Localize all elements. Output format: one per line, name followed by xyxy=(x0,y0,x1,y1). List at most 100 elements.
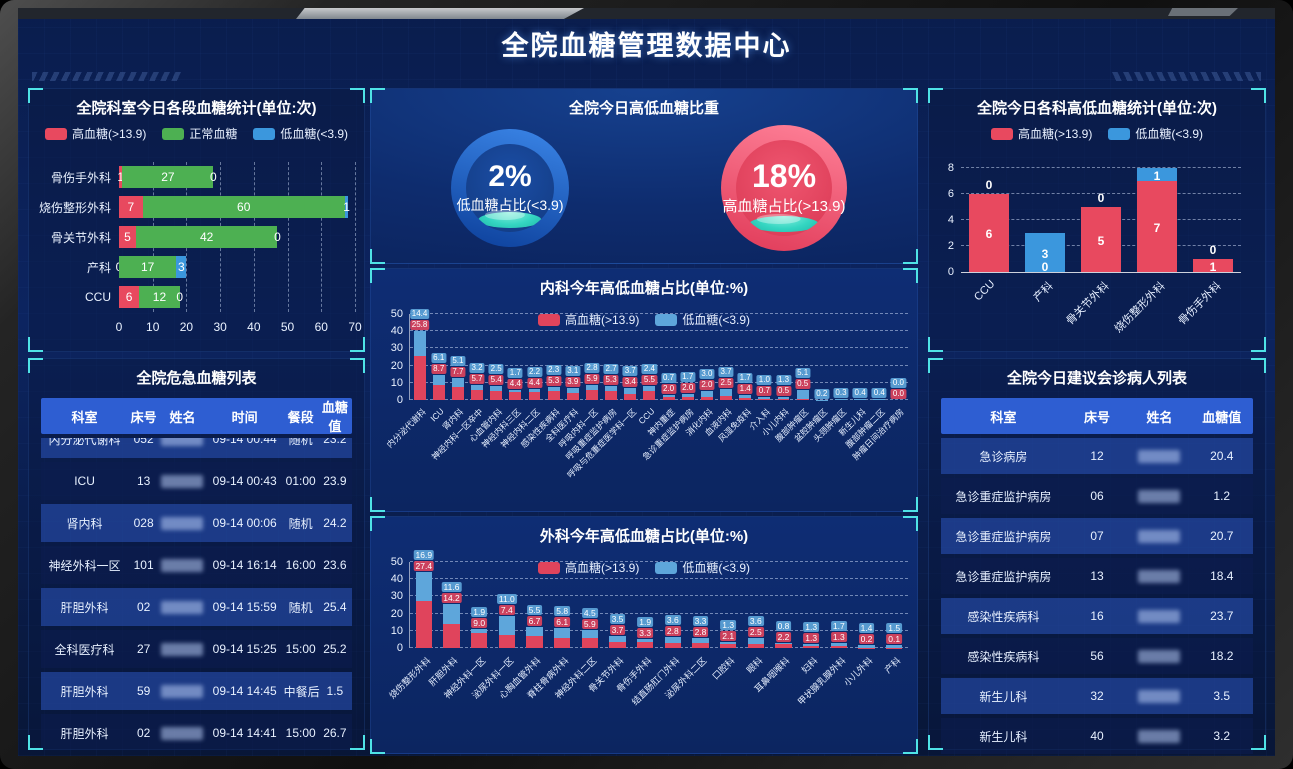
legend-item[interactable]: 高血糖(>13.9) xyxy=(537,559,640,576)
cell-time: 09-14 16:14 xyxy=(212,558,277,572)
tick-label: 2 xyxy=(947,240,954,252)
panel-dept-today-segments: 全院科室今日各段血糖统计(单位:次) 高血糖(>13.9) 正常血糖 低血糖(<3.… xyxy=(28,88,365,352)
bar-segment-high xyxy=(471,390,483,400)
cell-value: 23.7 xyxy=(1210,609,1234,623)
bar-segment-low xyxy=(471,629,488,633)
plot-area: 0 10 20 30 40 50 14.4 25.8 内分泌代谢科 6.1 8.7 ICU 5.1 7.7… xyxy=(384,308,908,480)
legend-item[interactable]: 高血糖(>13.9) xyxy=(44,125,146,142)
corner-bracket-decoration xyxy=(1251,735,1266,750)
table-row: 新生儿科 40 3.2 xyxy=(941,718,1253,754)
bar-segment xyxy=(119,166,123,188)
low-value-label: 14.4 xyxy=(409,308,430,319)
cell-dept: 全科医疗科 xyxy=(54,642,115,657)
legend-label: 低血糖(<3.9) xyxy=(280,127,349,141)
value-label: 0 xyxy=(1041,260,1049,274)
high-value-label: 3.7 xyxy=(609,624,626,635)
category-label: 眼科 xyxy=(744,655,765,676)
legend-item[interactable]: 低血糖(<3.9) xyxy=(1108,125,1203,142)
bar-segment xyxy=(139,286,180,308)
value-label-group: 2.7 5.3 xyxy=(603,364,619,386)
table-row: 肝胆外科 59 09-14 14:45 中餐后 1.5 xyxy=(41,672,352,710)
low-value-label: 0.0 xyxy=(890,378,906,388)
tick-label: 70 xyxy=(348,320,362,334)
corner-bracket-decoration xyxy=(928,735,943,750)
bar-row: 骨关节外科 5 42 0 xyxy=(35,222,355,252)
panel-title: 全院科室今日各段血糖统计(单位:次) xyxy=(76,100,317,117)
value-label: 12 xyxy=(152,290,167,304)
cell-dept: 急诊病房 xyxy=(979,449,1028,464)
tick-label: 20 xyxy=(390,607,403,620)
low-value-label: 0.4 xyxy=(852,388,868,399)
data-table: 科室 床号 姓名 血糖值 急诊病房 12 20.4 急诊重症监护病房 06 1.2 急诊重症监护病房… xyxy=(941,398,1253,756)
legend-item[interactable]: 正常血糖 xyxy=(162,125,237,142)
legend-item[interactable]: 高血糖(>13.9) xyxy=(990,125,1092,142)
corner-bracket-decoration xyxy=(1251,337,1266,352)
bar-segment-high xyxy=(747,643,764,648)
legend-item[interactable]: 低血糖(<3.9) xyxy=(655,311,750,328)
bar-segment-low xyxy=(720,389,732,396)
high-value-label: 14.2 xyxy=(441,592,462,603)
corner-bracket-decoration xyxy=(350,337,365,352)
cell-name xyxy=(1128,569,1190,584)
legend-label: 高血糖(>13.9) xyxy=(564,561,640,575)
cell-time: 09-14 15:25 xyxy=(212,642,277,656)
blurred-patient-name xyxy=(1138,450,1181,464)
bar-segment-high xyxy=(796,399,809,400)
tick-label: 6 xyxy=(947,188,954,200)
bar-segment-high xyxy=(547,390,560,400)
blurred-patient-name xyxy=(161,517,204,531)
table-row: 急诊病房 12 20.4 xyxy=(941,438,1253,474)
grid-line xyxy=(410,629,908,631)
bar-row: 产科0173 xyxy=(35,252,355,282)
corner-bracket-decoration xyxy=(370,268,385,283)
bar-segment-high xyxy=(637,642,654,648)
bar-segment-low xyxy=(413,330,426,356)
bar-segment-high xyxy=(609,641,626,648)
high-value-label: 2.2 xyxy=(775,631,792,642)
bar-segment-low xyxy=(415,571,432,601)
legend-label: 低血糖(<3.9) xyxy=(682,313,751,327)
bar-segment-low xyxy=(739,394,752,398)
bar-segment-low xyxy=(681,393,694,397)
high-value-label: 7.4 xyxy=(498,605,515,616)
legend-item[interactable]: 高血糖(>13.9) xyxy=(537,311,639,328)
column-header: 姓名 xyxy=(169,409,196,425)
cell-meal: 随机 xyxy=(288,600,313,615)
tick-label: 10 xyxy=(146,320,160,334)
grid-line xyxy=(410,364,908,366)
bar-segment-high xyxy=(415,600,432,648)
corner-bracket-decoration xyxy=(370,88,385,103)
category-label: 烧伤整形外科 xyxy=(1112,280,1168,336)
bar-segment-high xyxy=(830,645,847,648)
category-label: 骨伤手外科 xyxy=(50,170,111,185)
bar-segment-low xyxy=(796,390,809,400)
cell-bed: 59 xyxy=(136,684,151,698)
value-label: 1 xyxy=(117,170,125,184)
cell-bed: 56 xyxy=(1090,649,1104,663)
page-title: 全院血糖管理数据中心 xyxy=(501,31,792,61)
low-value-label: 3.7 xyxy=(718,367,734,378)
category-label: CCU xyxy=(972,278,998,304)
value-label-group: 3.7 3.4 xyxy=(622,365,638,387)
value-label: 0 xyxy=(1097,191,1105,205)
bar-segment-low xyxy=(830,642,847,646)
cell-meal: 15:00 xyxy=(285,726,316,740)
column-header: 床号 xyxy=(130,409,157,425)
category-label: 口腔科 xyxy=(710,655,737,682)
corner-bracket-decoration xyxy=(903,268,918,283)
value-label-group: 4.5 5.9 xyxy=(581,608,598,630)
corner-bracket-decoration xyxy=(370,739,385,754)
bar-segment-high xyxy=(554,637,571,648)
legend-item[interactable]: 低血糖(<3.9) xyxy=(655,559,750,576)
legend-swatch-icon xyxy=(537,561,560,574)
bar-segment-high xyxy=(775,644,792,648)
bar-segment-low xyxy=(609,635,626,642)
table-row: 肾内科 028 09-14 00:06 随机 24.2 xyxy=(41,504,352,542)
legend-item[interactable]: 低血糖(<3.9) xyxy=(253,125,348,142)
value-label-group: 1.5 0.1 xyxy=(886,623,903,645)
high-value-label: 9.0 xyxy=(471,618,488,629)
legend-swatch-icon xyxy=(1108,127,1131,140)
grid-line xyxy=(410,330,908,332)
bar-segment-high xyxy=(739,397,752,400)
cell-value: 23.2 xyxy=(323,438,347,446)
